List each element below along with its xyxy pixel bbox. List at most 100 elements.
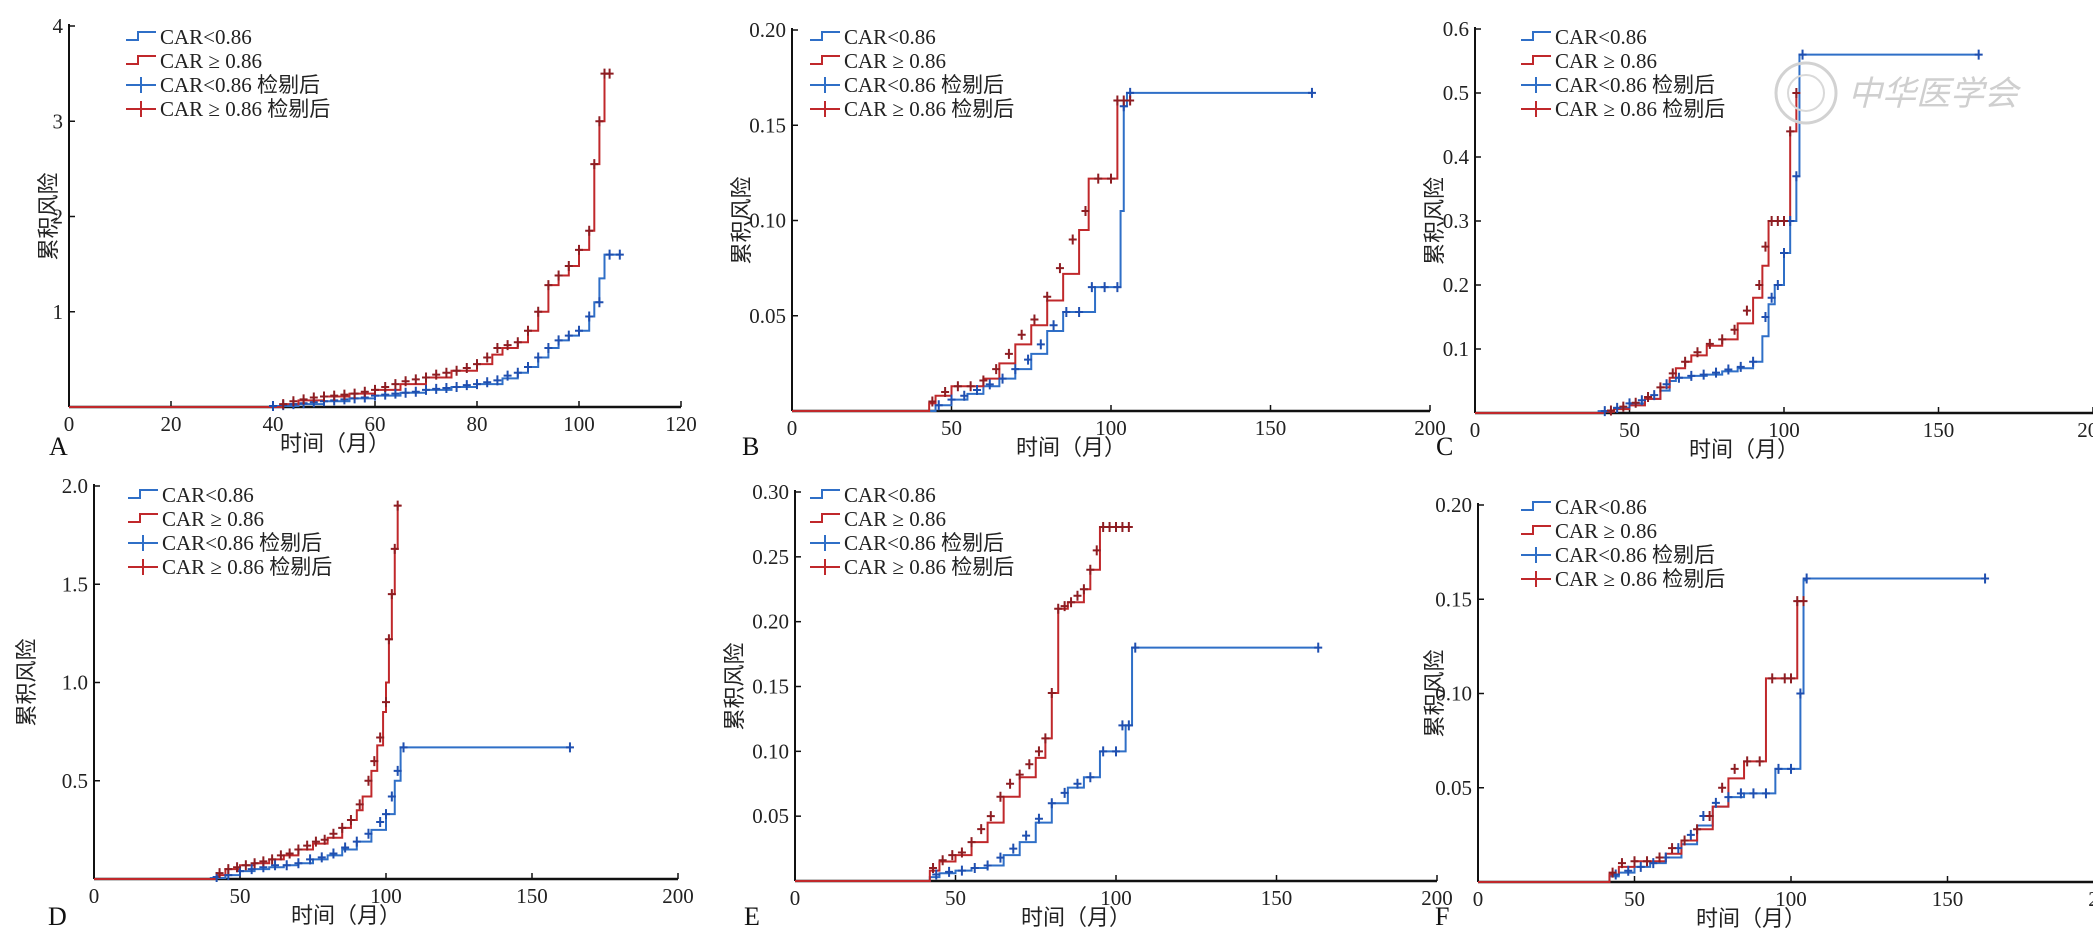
censor-mark-low	[605, 249, 614, 260]
watermark-logo: 中华医学会	[1774, 61, 2022, 125]
censor-mark-high	[513, 337, 522, 348]
y-tick-label: 0.4	[1443, 145, 1470, 169]
censor-mark-high	[992, 364, 1001, 375]
censor-mark-high	[382, 697, 390, 708]
legend-step-symbol	[126, 55, 156, 65]
censor-mark-high	[941, 386, 950, 397]
legend-label: CAR<0.86 检剔后	[844, 73, 1004, 97]
censor-mark-low	[932, 869, 941, 880]
x-tick-label: 100	[1775, 887, 1807, 911]
censor-mark-high	[1004, 348, 1013, 359]
x-tick-label: 200	[1421, 886, 1453, 910]
censor-mark-high	[1755, 280, 1764, 290]
legend-line	[1521, 501, 1551, 511]
censor-mark-high	[1730, 324, 1739, 335]
y-tick-label: 0.6	[1443, 17, 1469, 41]
censor-mark-low	[998, 373, 1007, 384]
censor-mark-high	[473, 359, 481, 370]
censor-mark-low	[595, 297, 604, 308]
legend-censor-symbol	[1521, 77, 1551, 93]
censor-mark-high	[462, 362, 471, 373]
y-tick-label: 0.15	[1435, 587, 1472, 611]
legend-censor-symbol	[128, 559, 158, 575]
censor-mark-high	[564, 261, 573, 272]
censor-mark-high	[953, 381, 962, 392]
y-tick-label: 0.2	[1443, 273, 1469, 297]
legend-label: CAR<0.86	[160, 25, 252, 49]
censor-mark-high	[340, 389, 349, 400]
censor-mark-high	[371, 384, 379, 395]
x-tick-label: 200	[1414, 416, 1446, 440]
censor-mark-low	[1787, 763, 1795, 774]
censor-mark-high	[1086, 564, 1095, 575]
censor-mark-high	[1081, 205, 1090, 216]
legend-censor-symbol	[1521, 571, 1551, 587]
censor-mark-low	[1773, 280, 1782, 290]
legend-step-symbol	[1521, 525, 1551, 535]
legend-plus	[810, 535, 840, 551]
legend-label: CAR ≥ 0.86	[160, 49, 262, 73]
x-tick-label: 50	[1619, 418, 1640, 442]
censor-mark-low	[1711, 797, 1720, 808]
x-tick-label: 200	[2077, 418, 2093, 442]
x-tick-label: 150	[1923, 418, 1955, 442]
legend-label: CAR<0.86 检剔后	[160, 73, 320, 97]
series-line-low	[1478, 577, 1986, 883]
x-tick-label: 50	[941, 416, 962, 440]
x-tick-label: 50	[230, 884, 251, 908]
censor-mark-high	[1705, 338, 1714, 349]
censor-mark-high	[401, 376, 410, 387]
legend-censor-symbol	[810, 77, 840, 93]
censor-mark-low	[1087, 282, 1096, 293]
x-tick-label: 60	[365, 412, 386, 436]
chart-panel-d: 0 50 100 150 200 0.5 1.0 1.5 2.0 时间（月） 累积风险 D CAR<0.…	[15, 474, 694, 931]
legend-label: CAR ≥ 0.86	[844, 49, 946, 73]
legend-plus	[1521, 571, 1551, 587]
censor-mark-high	[309, 392, 318, 403]
legend-plus	[128, 559, 158, 575]
watermark-text: 中华医学会	[1848, 74, 2022, 114]
censor-mark-high	[1124, 522, 1133, 533]
censor-mark-low	[1637, 395, 1646, 406]
censor-mark-low	[1687, 370, 1696, 381]
series-line-low	[795, 646, 1319, 882]
y-tick-label: 2.0	[62, 474, 88, 498]
censor-mark-high	[1015, 769, 1024, 780]
censor-mark-high	[390, 543, 399, 554]
y-axis-title: 累积风险	[1423, 177, 1448, 265]
x-tick-label: 80	[467, 412, 488, 436]
censor-mark-low	[1724, 364, 1733, 375]
censor-mark-low	[401, 387, 410, 398]
censor-mark-high	[996, 791, 1005, 802]
censor-mark-high	[1643, 856, 1652, 867]
x-tick-label: 100	[1100, 886, 1132, 910]
censor-mark-high	[544, 280, 553, 291]
censor-mark-high	[1631, 397, 1640, 408]
legend-label: CAR<0.86 检剔后	[162, 531, 322, 555]
x-tick-label: 100	[563, 412, 595, 436]
censor-mark-low	[1767, 292, 1776, 303]
censor-mark-low	[544, 342, 553, 353]
censor-mark-low	[411, 386, 420, 397]
y-tick-label: 0.10	[752, 739, 789, 763]
censor-mark-high	[299, 394, 308, 405]
legend-step-symbol	[128, 513, 158, 523]
censor-mark-high	[1755, 756, 1764, 767]
censor-mark-low	[1636, 861, 1645, 872]
censor-mark-high	[986, 811, 995, 822]
censor-mark-high	[311, 836, 320, 847]
censor-mark-high	[1055, 263, 1064, 274]
censor-mark-low	[1113, 282, 1122, 293]
y-tick-label: 0.05	[752, 804, 789, 828]
censor-mark-low	[271, 860, 280, 871]
censor-mark-low	[387, 791, 396, 802]
censor-mark-low	[1009, 843, 1018, 854]
x-tick-label: 150	[1261, 886, 1293, 910]
censor-mark-low	[493, 375, 502, 386]
censor-mark-low	[432, 383, 441, 394]
censor-mark-low	[1981, 573, 1990, 584]
censor-mark-high	[224, 864, 233, 875]
y-tick-label: 0.30	[752, 480, 789, 504]
